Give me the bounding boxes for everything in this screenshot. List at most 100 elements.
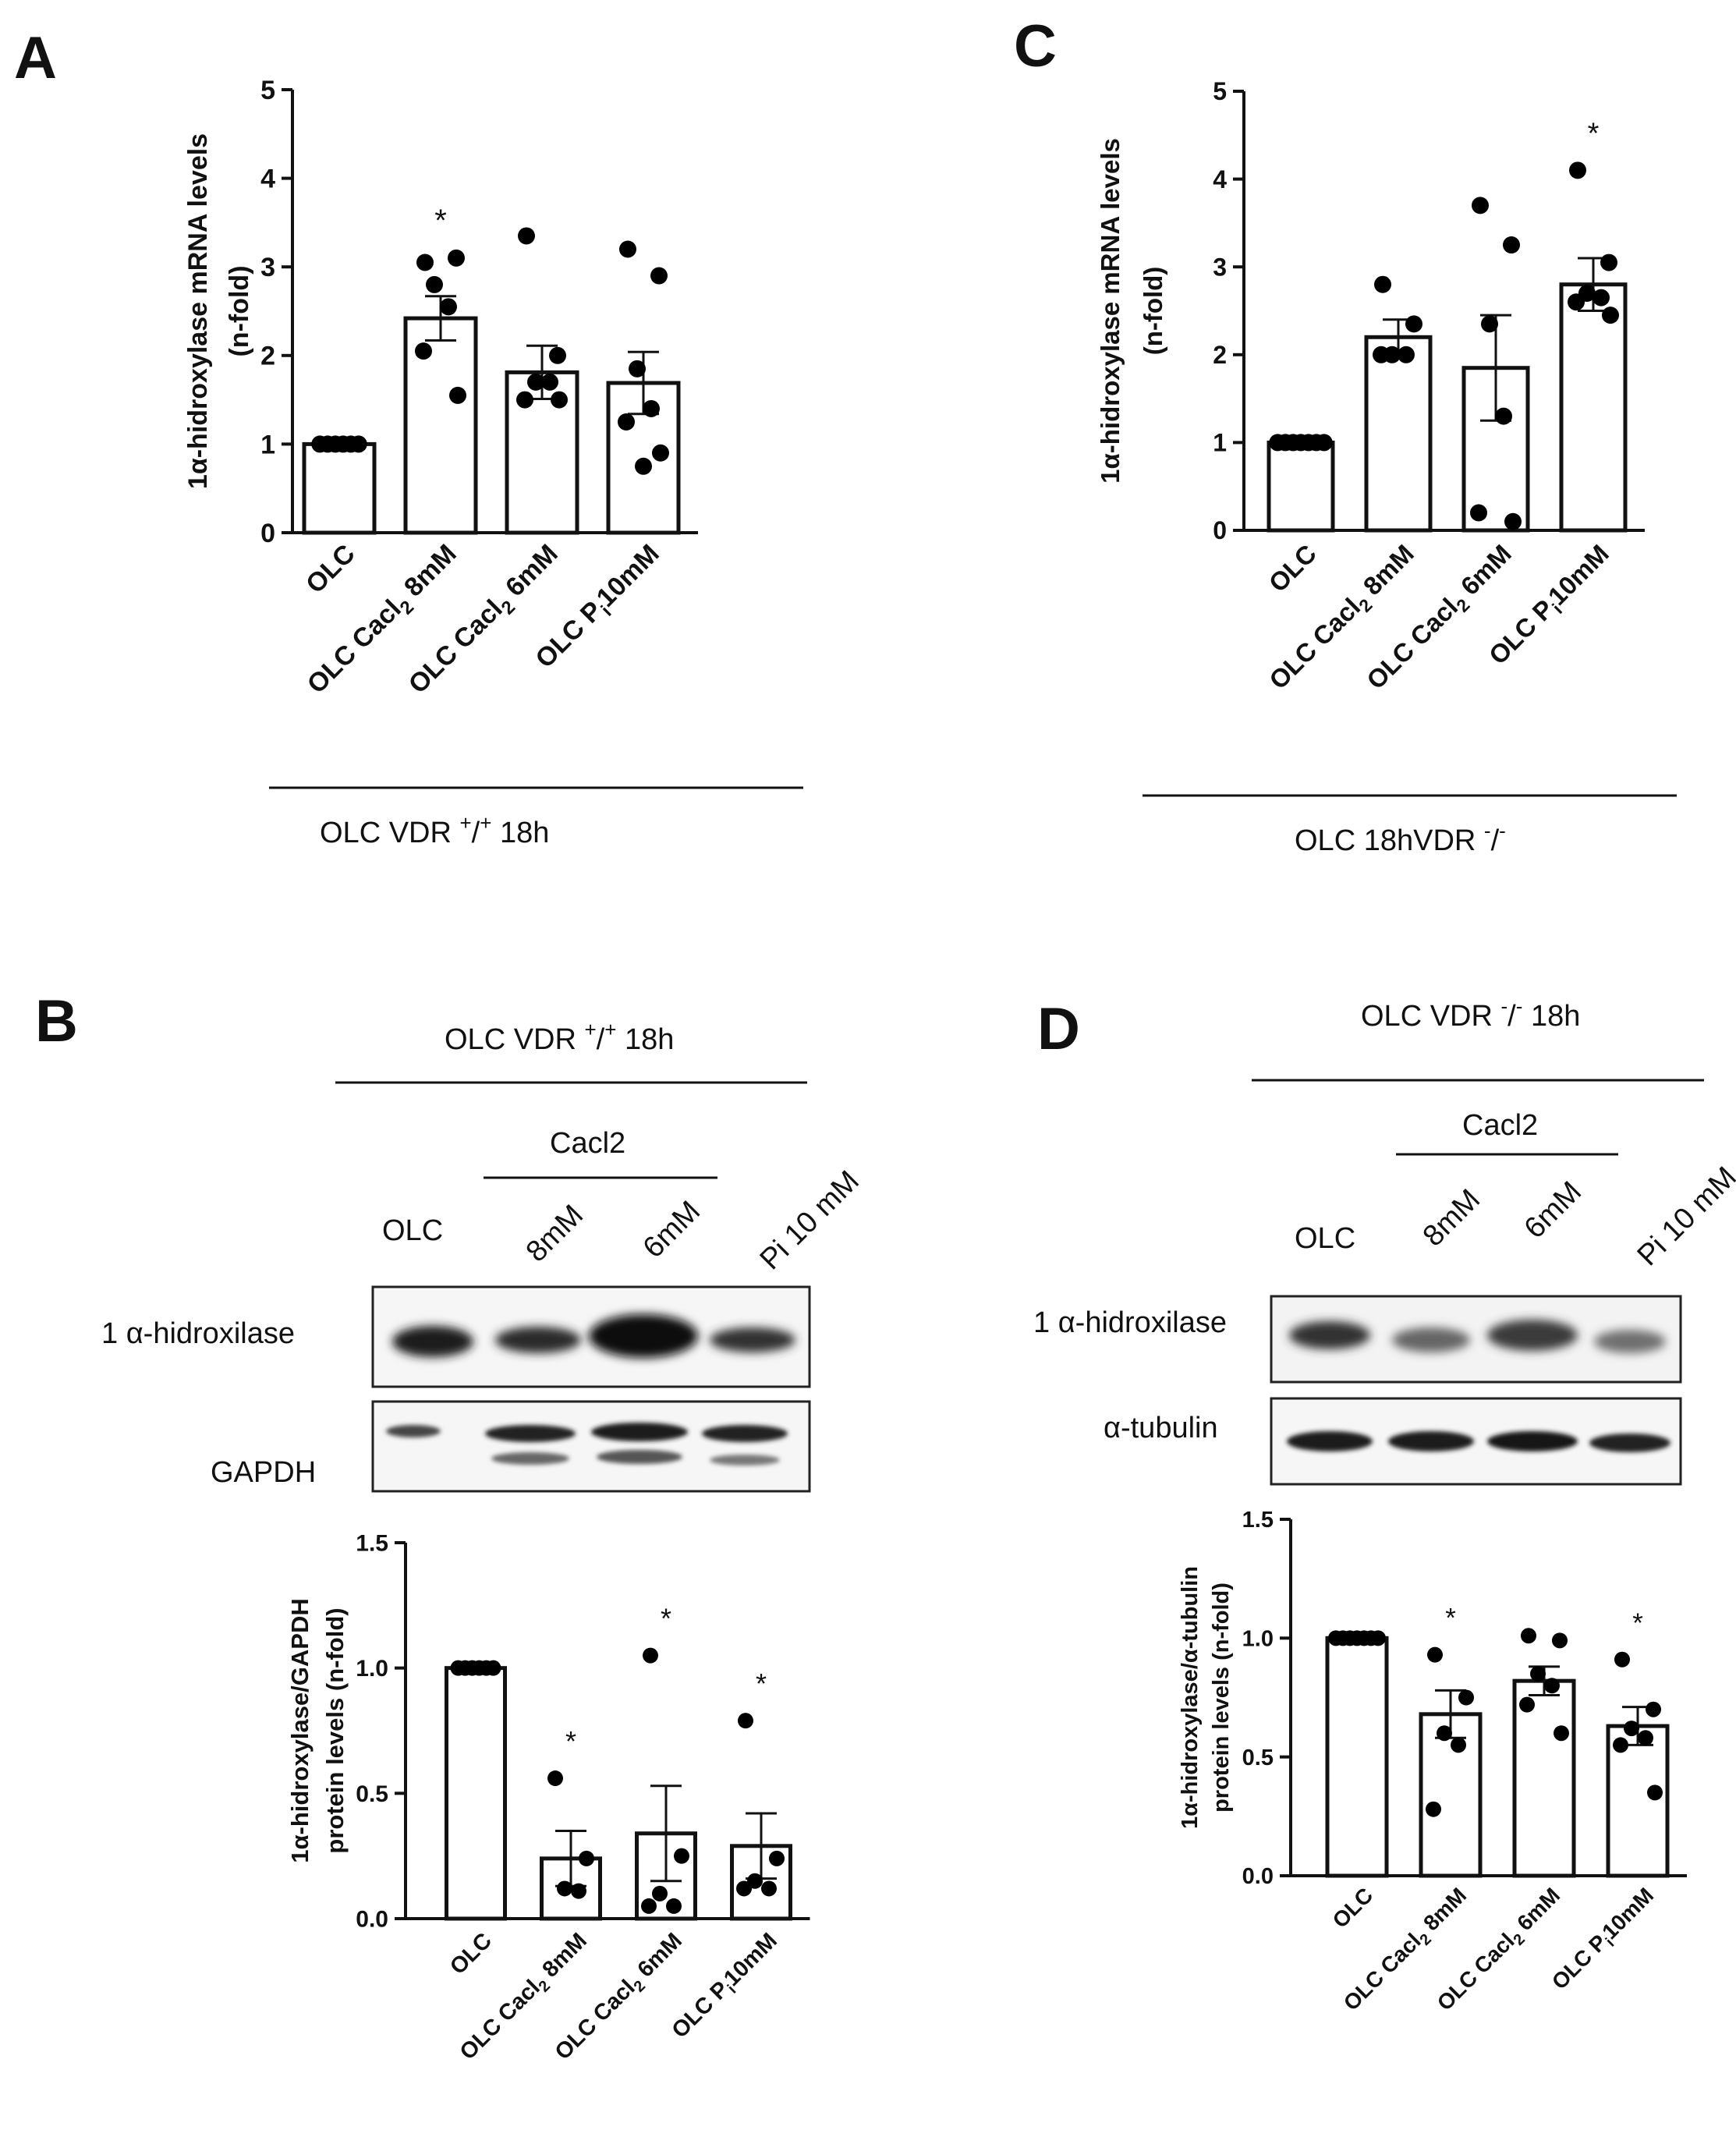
- blot-label-b-1: 1 α-hidroxilase: [101, 1317, 295, 1350]
- data-point: [674, 1848, 689, 1864]
- panel-letter-c: C: [1014, 13, 1057, 80]
- group-label-c: OLC 18hVDR -/-: [1295, 819, 1506, 857]
- chart-d: 0.0 0.5 1.0 1.5 1α-hidroxylase/α-tubulin prot…: [1178, 1508, 1687, 2018]
- y-tick-label: 3: [260, 253, 275, 282]
- data-point: [1472, 197, 1489, 214]
- band: [392, 1326, 473, 1357]
- data-point: [1427, 1646, 1443, 1663]
- data-point: [518, 227, 535, 245]
- band: [1589, 1434, 1670, 1452]
- category-label: OLC: [1328, 1883, 1378, 1933]
- data-point: [527, 373, 544, 391]
- data-point: [516, 391, 533, 409]
- panel-letter-b: B: [35, 988, 78, 1054]
- data-point: [579, 1850, 594, 1866]
- data-point: [1398, 346, 1415, 363]
- data-point: [761, 1880, 777, 1897]
- data-point: [747, 1873, 763, 1889]
- data-point: [1552, 1632, 1568, 1649]
- y-tick-label: 0: [1213, 516, 1227, 544]
- data-point: [635, 457, 652, 475]
- band: [1392, 1327, 1470, 1352]
- blot-b-loading: [371, 1400, 811, 1493]
- y-axis-label: protein levels (n-fold): [1209, 1582, 1234, 1813]
- significance-mark: *: [434, 204, 447, 238]
- data-point: [643, 1647, 658, 1664]
- y-tick-label: 2: [260, 342, 275, 371]
- panel-letter-a: A: [14, 25, 57, 91]
- data-point: [547, 1770, 563, 1787]
- data-point: [1373, 346, 1390, 363]
- band: [597, 1450, 682, 1464]
- data-point: [1405, 315, 1422, 333]
- panel-letter-d: D: [1037, 996, 1080, 1062]
- band: [1487, 1431, 1578, 1451]
- data-point: [1569, 161, 1586, 179]
- data-point: [1624, 1721, 1639, 1737]
- bar: [1512, 1678, 1576, 1878]
- blot-b-target: [371, 1285, 811, 1388]
- data-point: [571, 1883, 586, 1899]
- data-point: [349, 435, 367, 453]
- band: [485, 1425, 576, 1442]
- y-axis-label: 1α-hidroxylase mRNA levels: [183, 133, 213, 489]
- bar: [1559, 282, 1628, 533]
- data-point: [1568, 293, 1585, 311]
- data-point: [549, 346, 566, 364]
- y-tick-label: 1.0: [356, 1656, 388, 1682]
- y-tick-label: 0: [260, 519, 275, 548]
- y-axis-label: (n-fold): [225, 265, 254, 356]
- significance-mark: *: [1632, 1608, 1643, 1639]
- data-point: [1638, 1730, 1653, 1746]
- y-tick-label: 1.0: [1242, 1626, 1274, 1651]
- data-point: [1315, 434, 1333, 452]
- y-axis-label: protein levels (n-fold): [321, 1607, 349, 1853]
- y-tick-label: 4: [260, 165, 275, 194]
- group-label-a: OLC VDR +/+ 18h: [320, 811, 549, 849]
- y-axis-label: 1α-hidroxylase mRNA levels: [1096, 138, 1125, 484]
- lane-label-b-4: Pi 10 mM: [754, 1164, 866, 1276]
- data-point: [415, 342, 432, 360]
- chart-a: 0 1 2 3 4 5 1α-hidroxylase mRNA levels (n-fold)…: [183, 76, 698, 704]
- significance-mark: *: [661, 1603, 671, 1635]
- data-point: [652, 1885, 668, 1901]
- data-point: [1554, 1725, 1569, 1742]
- blot-label-b-2: GAPDH: [211, 1456, 316, 1489]
- band: [1594, 1330, 1666, 1353]
- data-point: [449, 386, 466, 404]
- data-point: [1647, 1784, 1663, 1801]
- blot-d-loading: [1270, 1397, 1682, 1486]
- band: [589, 1314, 698, 1358]
- y-tick-label: 1: [1213, 429, 1227, 457]
- treatment-label-d: Cacl2: [1462, 1109, 1538, 1142]
- category-label: OLC: [445, 1928, 497, 1979]
- y-tick-label: 4: [1213, 165, 1227, 193]
- data-point: [618, 413, 635, 431]
- data-point: [769, 1850, 785, 1866]
- data-point: [1451, 1737, 1466, 1753]
- group-label-d: OLC VDR -/- 18h: [1361, 994, 1580, 1033]
- band: [1388, 1431, 1474, 1451]
- data-point: [652, 444, 669, 462]
- data-point: [629, 360, 646, 377]
- data-point: [551, 391, 568, 409]
- data-point: [1503, 236, 1520, 254]
- blot-d-target: [1270, 1295, 1682, 1384]
- y-tick-label: 5: [260, 76, 275, 105]
- data-point: [1614, 1651, 1630, 1667]
- bar: [1364, 335, 1433, 533]
- band: [386, 1425, 441, 1437]
- band: [591, 1423, 688, 1441]
- band: [1289, 1321, 1370, 1349]
- lane-label-d-2: 8mM: [1417, 1183, 1486, 1253]
- data-point: [541, 373, 558, 391]
- band: [710, 1455, 780, 1465]
- band: [1287, 1431, 1373, 1451]
- data-point: [1600, 253, 1617, 271]
- y-tick-label: 0.5: [356, 1781, 388, 1807]
- lane-label-d-4: Pi 10 mM: [1631, 1161, 1736, 1272]
- bar: [1325, 1636, 1389, 1878]
- y-tick-label: 1: [260, 430, 275, 459]
- y-axis-label: 1α-hidroxylase/GAPDH: [286, 1598, 314, 1863]
